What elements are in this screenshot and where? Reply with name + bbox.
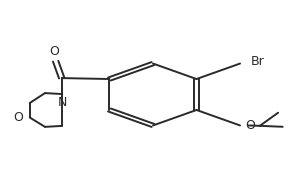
Text: O: O <box>13 111 23 124</box>
Text: O: O <box>245 119 256 132</box>
Text: O: O <box>49 45 59 58</box>
Text: Br: Br <box>251 55 264 68</box>
Text: N: N <box>58 96 67 109</box>
